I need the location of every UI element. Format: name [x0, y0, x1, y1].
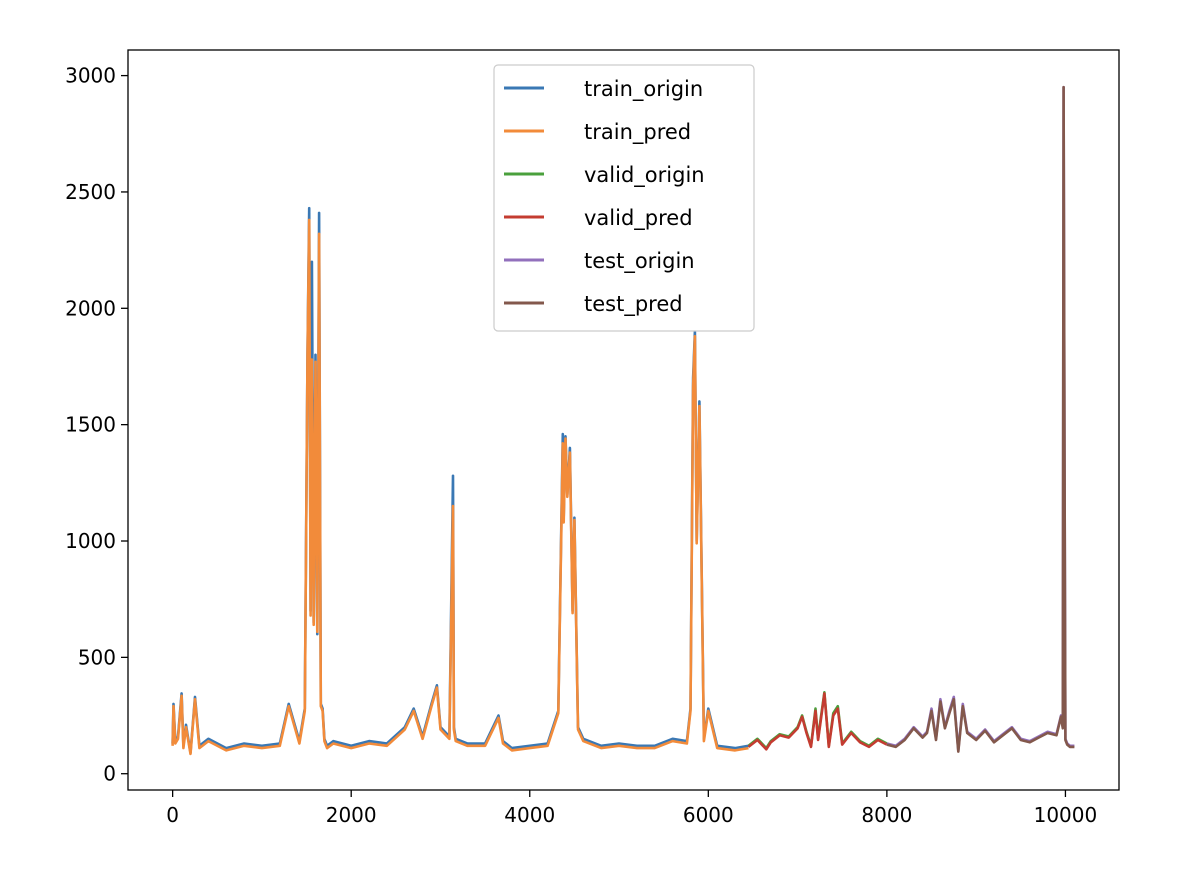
series-line-test-pred	[886, 85, 1075, 753]
legend-label-valid-pred: valid_pred	[584, 206, 693, 231]
x-tick-label: 0	[166, 803, 179, 827]
legend: train_origin train_pred valid_origin valid_…	[493, 64, 755, 332]
y-tick-label: 1500	[65, 413, 116, 437]
y-tick-label: 2000	[65, 296, 116, 320]
y-tick-label: 0	[103, 762, 116, 786]
x-tick-label: 4000	[504, 803, 555, 827]
x-tick-label: 6000	[683, 803, 734, 827]
legend-label-train-pred: train_pred	[584, 120, 691, 145]
legend-label-test-origin: test_origin	[584, 249, 695, 274]
y-axis: 0 500 1000 1500 2000 2500 3000	[65, 64, 128, 786]
y-tick-label: 2500	[65, 180, 116, 204]
legend-label-valid-origin: valid_origin	[584, 163, 705, 188]
legend-label-test-pred: test_pred	[584, 292, 683, 317]
series-line-train-pred	[171, 218, 749, 756]
y-tick-label: 500	[78, 645, 116, 669]
x-tick-label: 10000	[1034, 803, 1098, 827]
legend-box	[493, 64, 755, 332]
y-tick-label: 1000	[65, 529, 116, 553]
plot-frame	[127, 49, 1120, 791]
series-layer	[171, 85, 1075, 756]
series-line-train-origin	[171, 206, 749, 755]
y-tick-label: 3000	[65, 64, 116, 88]
x-tick-label: 2000	[326, 803, 377, 827]
x-tick-label: 8000	[861, 803, 912, 827]
legend-label-train-origin: train_origin	[584, 77, 703, 102]
series-line-valid-pred	[747, 692, 888, 751]
x-axis: 0 2000 4000 6000 8000 10000	[166, 790, 1097, 827]
